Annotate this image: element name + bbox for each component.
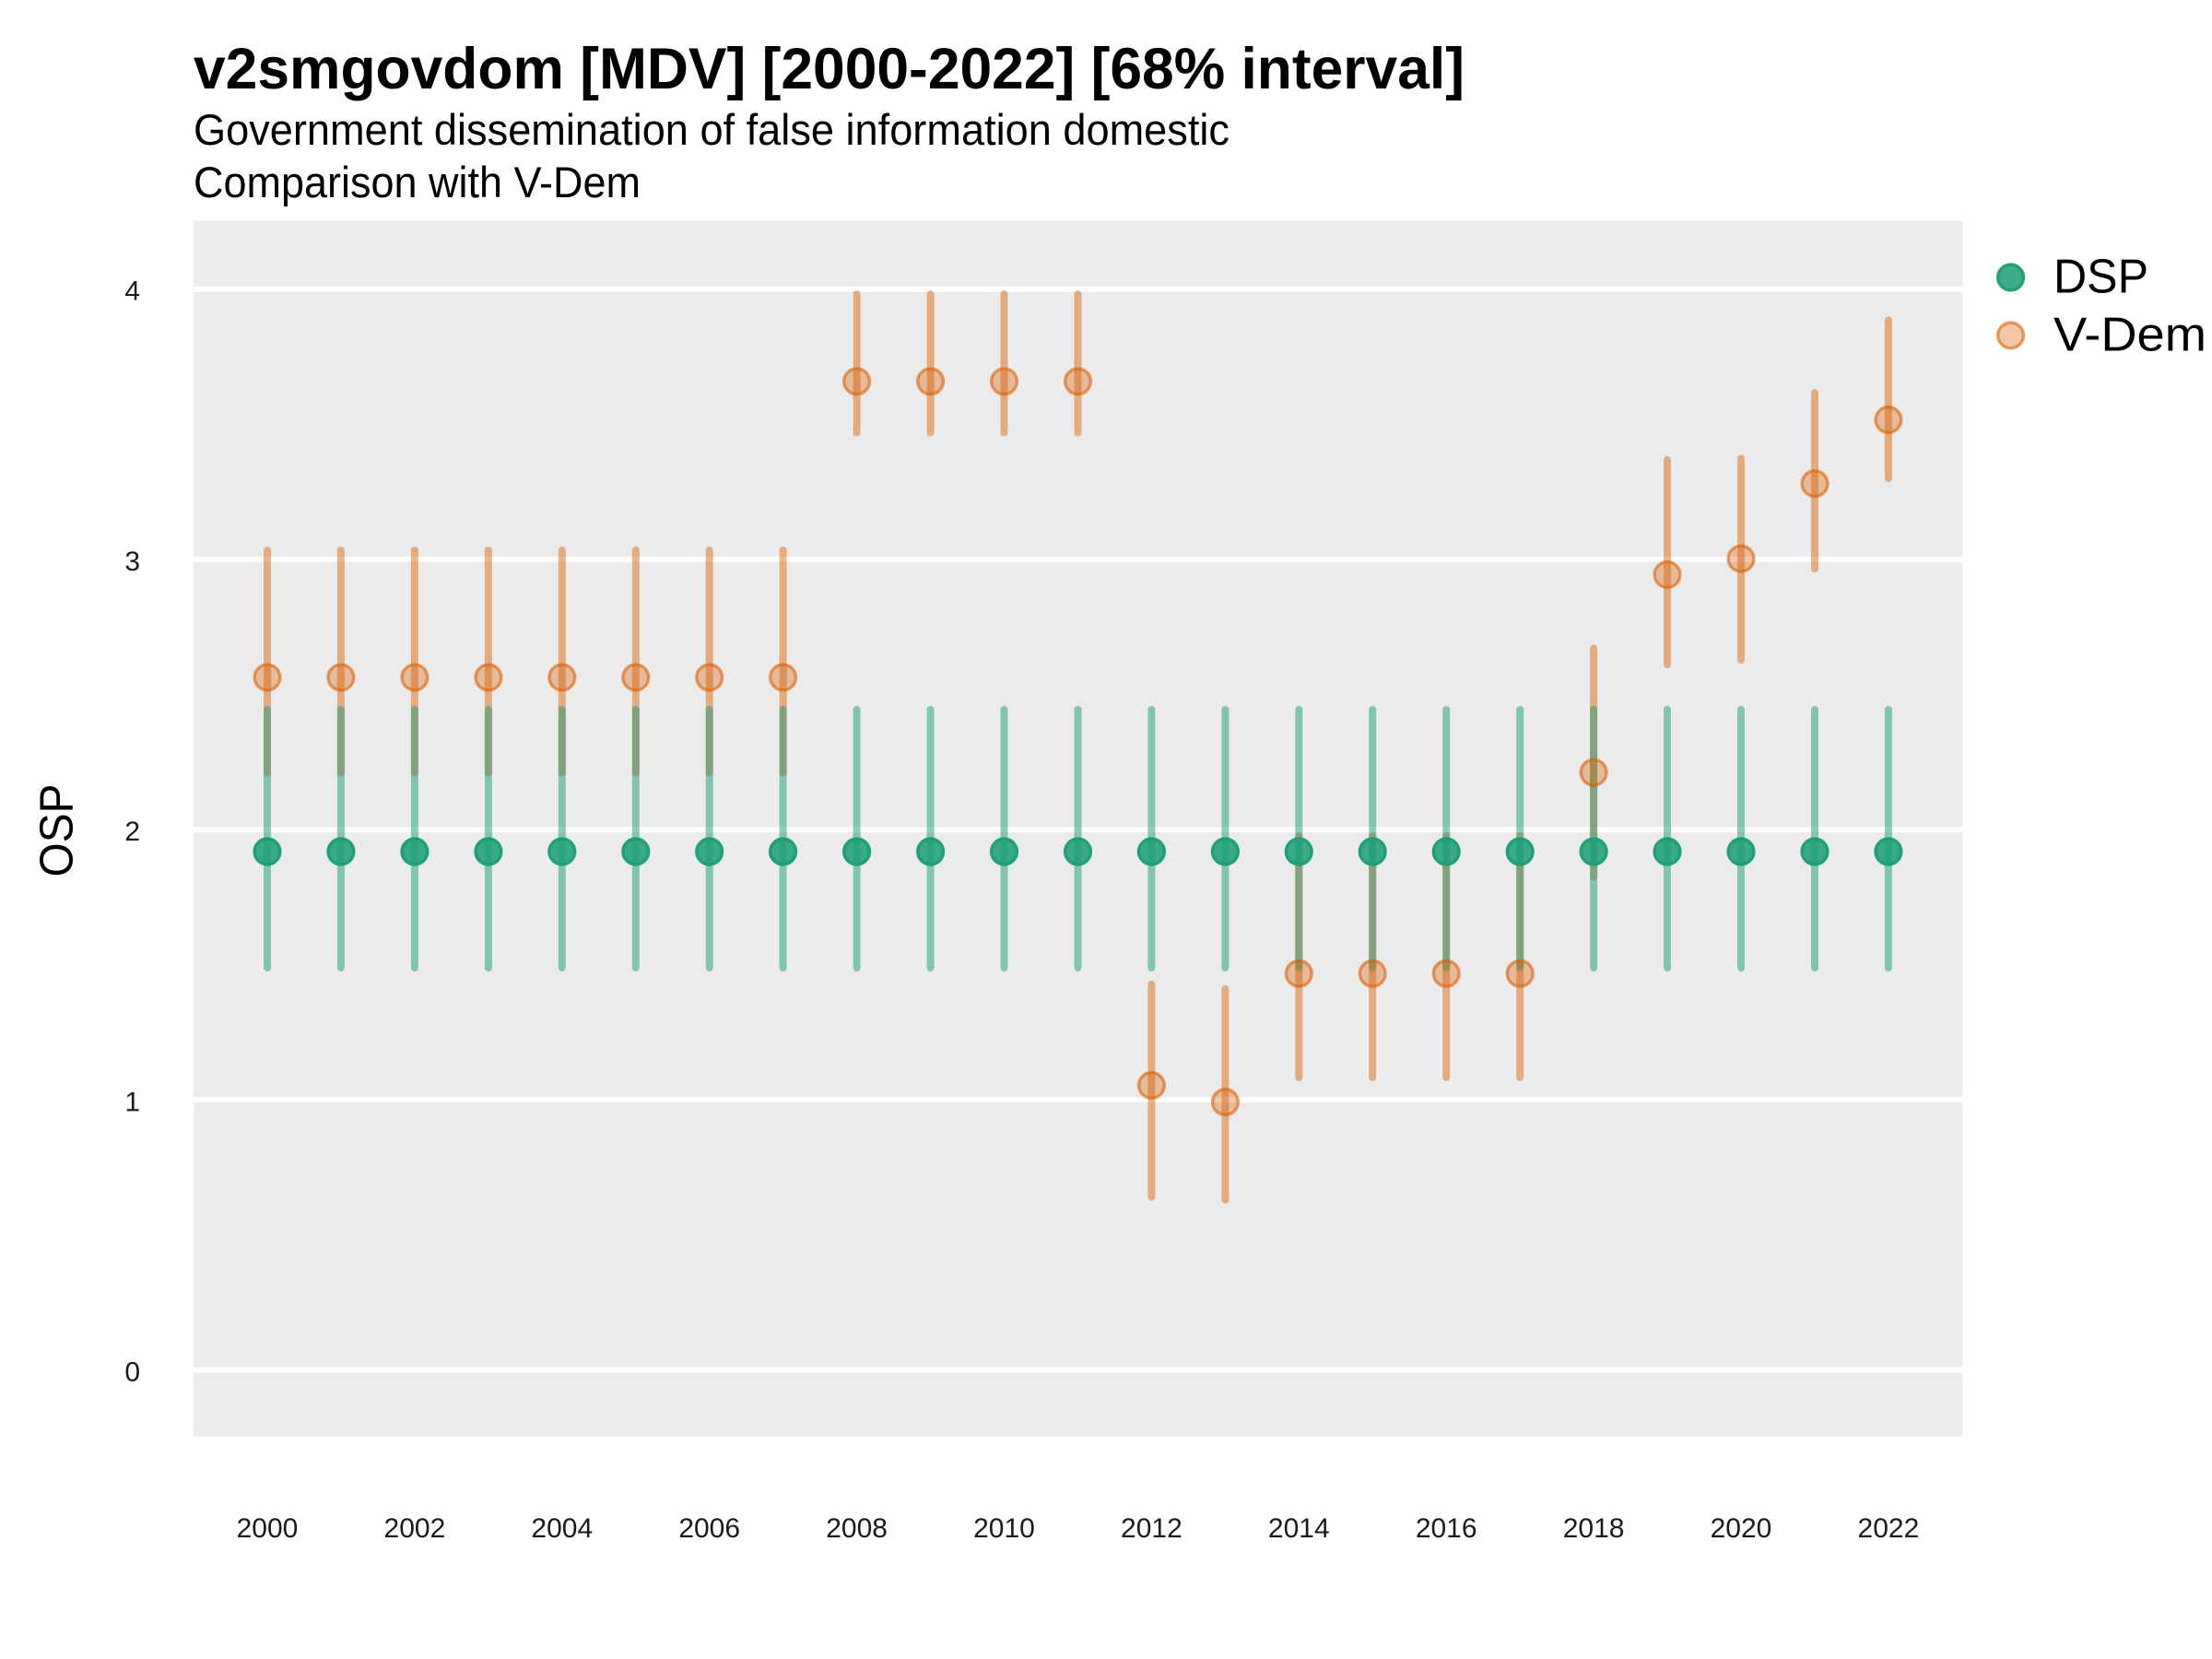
svg-text:2002: 2002 [384, 1513, 446, 1544]
svg-text:v2smgovdom [MDV] [2000-2022] [: v2smgovdom [MDV] [2000-2022] [68% interv… [194, 37, 1465, 101]
svg-text:2010: 2010 [973, 1513, 1035, 1544]
svg-text:2008: 2008 [826, 1513, 888, 1544]
svg-text:V-Dem: V-Dem [2053, 309, 2206, 362]
svg-text:2004: 2004 [531, 1513, 593, 1544]
svg-text:3: 3 [124, 547, 140, 577]
svg-text:4: 4 [124, 276, 140, 307]
svg-text:DSP: DSP [2053, 251, 2148, 304]
svg-text:Comparison with V-Dem: Comparison with V-Dem [194, 158, 641, 206]
svg-text:2: 2 [124, 817, 140, 847]
svg-text:2014: 2014 [1268, 1513, 1330, 1544]
svg-text:Government dissemination of fa: Government dissemination of false inform… [194, 105, 1230, 154]
svg-text:2012: 2012 [1121, 1513, 1182, 1544]
svg-text:1: 1 [124, 1087, 140, 1117]
svg-text:2022: 2022 [1858, 1513, 1920, 1544]
svg-text:2018: 2018 [1563, 1513, 1625, 1544]
svg-text:OSP: OSP [30, 784, 83, 877]
svg-text:2000: 2000 [237, 1513, 299, 1544]
svg-text:0: 0 [124, 1358, 140, 1388]
svg-text:2016: 2016 [1416, 1513, 1477, 1544]
svg-text:2006: 2006 [678, 1513, 740, 1544]
svg-text:2020: 2020 [1711, 1513, 1772, 1544]
